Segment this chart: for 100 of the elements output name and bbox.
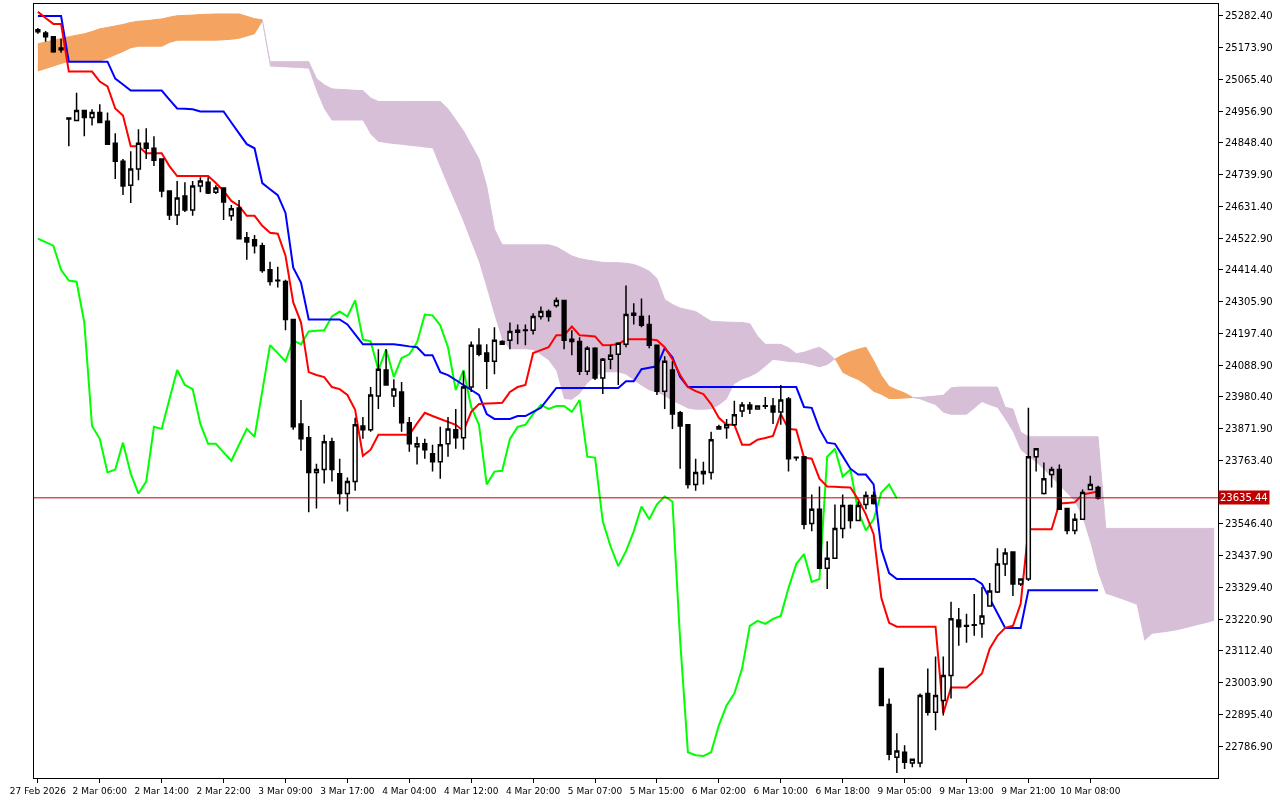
candlestick <box>313 462 320 510</box>
candlestick <box>1010 551 1016 597</box>
candlestick <box>329 436 335 483</box>
candlestick <box>159 158 165 198</box>
y-tick-label: 24414.40 <box>1225 264 1273 276</box>
candlestick <box>646 314 652 349</box>
y-tick-label: 23546.40 <box>1225 518 1273 530</box>
candlestick <box>321 434 327 485</box>
candlestick <box>638 297 645 329</box>
candlestick <box>677 410 683 470</box>
candlestick <box>770 397 776 425</box>
candlestick <box>97 103 103 124</box>
candlestick <box>785 396 792 473</box>
candlestick <box>700 460 707 486</box>
candlestick <box>112 132 118 180</box>
candlestick <box>545 308 552 323</box>
candlestick <box>1041 461 1047 496</box>
candlestick <box>244 231 250 261</box>
candlestick <box>290 318 296 431</box>
x-tick-label: 10 Mar 08:00 <box>1060 785 1121 796</box>
candlestick <box>220 187 227 221</box>
line-series <box>36 237 898 758</box>
x-tick-label: 6 Mar 18:00 <box>815 785 871 796</box>
candlestick <box>66 117 72 147</box>
candlestick <box>979 586 985 639</box>
candlestick <box>917 692 923 768</box>
candlestick <box>824 540 830 590</box>
candlestick <box>166 190 173 221</box>
candlestick <box>662 355 668 410</box>
x-tick-label: 2 Mar 06:00 <box>72 785 128 796</box>
candlestick <box>569 329 575 356</box>
candlestick <box>925 667 931 717</box>
candlestick <box>50 36 56 54</box>
candlestick <box>267 261 273 287</box>
candlestick <box>251 234 258 255</box>
candlestick <box>855 500 861 522</box>
candlestick <box>507 321 513 351</box>
y-tick-label: 24631.40 <box>1225 200 1273 212</box>
x-tick-label: 9 Mar 05:00 <box>877 785 933 796</box>
x-tick-label: 27 Feb 2026 <box>9 785 67 796</box>
candlestick <box>182 181 188 213</box>
candlestick <box>282 278 289 332</box>
x-tick-label: 6 Mar 10:00 <box>753 785 809 796</box>
y-tick-label: 25065.40 <box>1225 73 1273 85</box>
candlestick <box>840 493 846 540</box>
candlestick <box>901 744 908 770</box>
candlestick <box>298 399 304 452</box>
candlestick <box>344 476 351 513</box>
candlestick <box>398 381 405 433</box>
x-tick-label: 4 Mar 20:00 <box>505 785 561 796</box>
candlestick <box>863 490 869 511</box>
candlestick <box>259 242 265 274</box>
candlestick <box>375 348 382 410</box>
candlestick <box>174 180 180 226</box>
candlestick <box>42 30 49 43</box>
candlestick <box>940 655 946 717</box>
candlestick <box>576 336 583 376</box>
y-tick-label: 24739.90 <box>1225 169 1273 181</box>
candlestick <box>337 457 343 506</box>
candlestick <box>530 312 536 336</box>
candlestick <box>1048 465 1055 489</box>
candlestick <box>352 417 358 492</box>
y-tick-label: 24197.40 <box>1225 327 1273 339</box>
candlestick <box>747 401 753 415</box>
candlestick <box>623 284 629 348</box>
y-tick-label: 24848.40 <box>1225 137 1273 149</box>
y-tick-label: 23003.90 <box>1225 677 1273 689</box>
y-tick-label: 25282.40 <box>1225 10 1273 22</box>
x-tick-label: 5 Mar 15:00 <box>629 785 685 796</box>
x-tick-label: 2 Mar 14:00 <box>134 785 190 796</box>
candlestick <box>81 109 87 138</box>
candlestick <box>708 431 714 481</box>
candlestick <box>491 326 498 375</box>
candlestick <box>762 396 768 410</box>
candlestick <box>987 582 993 607</box>
y-tick-label: 24088.90 <box>1225 359 1273 371</box>
x-tick-label: 3 Mar 09:00 <box>258 785 313 796</box>
candlestick <box>963 613 970 644</box>
candlestick <box>1018 578 1024 587</box>
candlestick <box>832 503 838 559</box>
candlestick <box>994 547 1001 594</box>
candlestick <box>592 346 598 381</box>
candlestick <box>584 345 590 376</box>
y-tick-label: 23980.40 <box>1225 391 1273 403</box>
y-tick-label: 23763.40 <box>1225 454 1273 466</box>
candlestick <box>89 108 95 127</box>
candlestick <box>816 485 823 569</box>
x-tick-label: 5 Mar 07:00 <box>567 785 623 796</box>
candlestick <box>1079 488 1086 521</box>
candlestick <box>561 299 567 351</box>
candlestick <box>723 418 730 440</box>
candlestick <box>484 343 490 390</box>
y-tick-label: 24305.90 <box>1225 296 1273 308</box>
candlestick <box>306 425 312 514</box>
x-tick-label: 9 Mar 13:00 <box>939 785 994 796</box>
x-tick-label: 4 Mar 12:00 <box>444 785 499 796</box>
candlestick <box>189 180 196 217</box>
candlestick <box>1087 474 1093 491</box>
candlestick <box>1072 512 1078 535</box>
y-tick-label: 24956.90 <box>1225 105 1273 117</box>
